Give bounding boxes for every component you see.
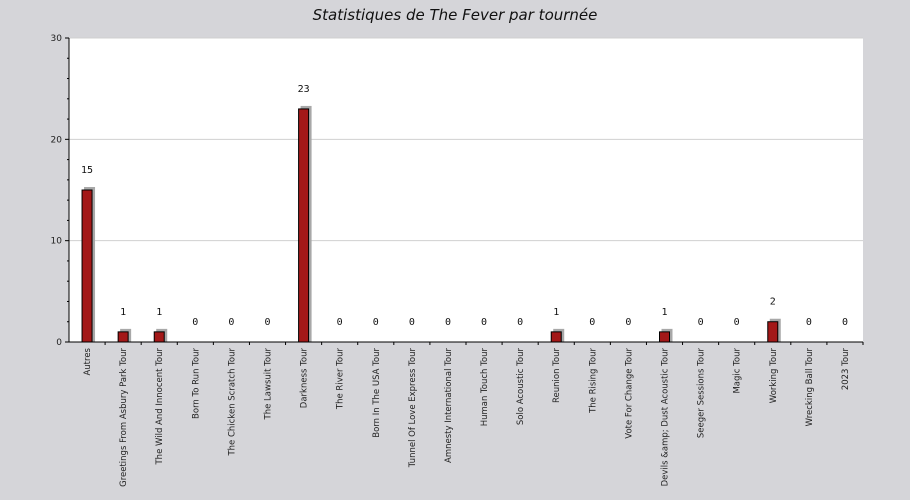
x-category-label: Magic Tour — [733, 348, 743, 394]
data-label: 0 — [806, 317, 812, 328]
x-category-label: The Lawsuit Tour — [264, 347, 274, 420]
data-label: 0 — [337, 317, 343, 328]
x-category-label: Reunion Tour — [552, 348, 562, 404]
data-label: 0 — [192, 317, 198, 328]
x-category-label: Vote For Change Tour — [624, 348, 634, 439]
x-category-label: Born In The USA Tour — [372, 348, 382, 438]
data-label: 1 — [156, 307, 162, 318]
x-category-label: Born To Run Tour — [191, 348, 201, 419]
y-tick-label: 20 — [51, 135, 63, 145]
data-label: 0 — [373, 317, 379, 328]
chart-title: Statistiques de The Fever par tournée — [312, 6, 598, 24]
bar — [659, 331, 670, 343]
x-category-label: The River Tour — [336, 348, 346, 411]
bar — [81, 189, 93, 343]
x-category-label: Solo Acoustic Tour — [516, 348, 526, 426]
bar — [298, 108, 310, 343]
data-label: 0 — [445, 317, 451, 328]
plot-area — [69, 38, 863, 342]
data-label: 2 — [770, 297, 776, 308]
data-label: 0 — [842, 317, 848, 328]
y-tick-label: 30 — [51, 34, 63, 44]
bar — [153, 331, 165, 343]
data-label: 0 — [698, 317, 704, 328]
bar — [117, 331, 129, 343]
x-category-label: The Chicken Scratch Tour — [227, 348, 237, 457]
data-label: 0 — [589, 317, 595, 328]
x-category-label: Greetings From Asbury Park Tour — [119, 348, 129, 487]
x-category-label: Seeger Sessions Tour — [697, 348, 707, 439]
data-label: 0 — [409, 317, 415, 328]
x-category-label: The Wild And Innocent Tour — [155, 348, 165, 466]
data-label: 0 — [228, 317, 234, 328]
data-label: 1 — [661, 307, 667, 318]
data-label: 0 — [481, 317, 487, 328]
x-category-label: Darkness Tour — [300, 348, 310, 409]
x-category-label: Human Touch Tour — [480, 348, 490, 427]
x-category-label: Wrecking Ball Tour — [805, 348, 815, 427]
x-category-label: 2023 Tour — [841, 348, 851, 391]
data-label: 1 — [553, 307, 559, 318]
data-label: 1 — [120, 307, 126, 318]
x-category-label: The Rising Tour — [588, 348, 598, 414]
data-label: 0 — [734, 317, 740, 328]
x-category-label: Devils &amp; Dust Acoustic Tour — [661, 347, 671, 486]
y-tick-label: 0 — [56, 338, 62, 348]
data-label: 15 — [81, 165, 93, 176]
data-label: 23 — [298, 84, 310, 95]
x-category-label: Autres — [83, 347, 93, 375]
data-label: 0 — [264, 317, 270, 328]
x-category-label: Tunnel Of Love Express Tour — [408, 348, 418, 469]
y-tick-label: 10 — [51, 237, 63, 247]
data-label: 0 — [625, 317, 631, 328]
data-label: 0 — [517, 317, 523, 328]
x-category-label: Amnesty International Tour — [444, 348, 454, 463]
x-category-label: Working Tour — [769, 347, 779, 403]
bar — [550, 331, 562, 343]
bar — [767, 321, 779, 343]
